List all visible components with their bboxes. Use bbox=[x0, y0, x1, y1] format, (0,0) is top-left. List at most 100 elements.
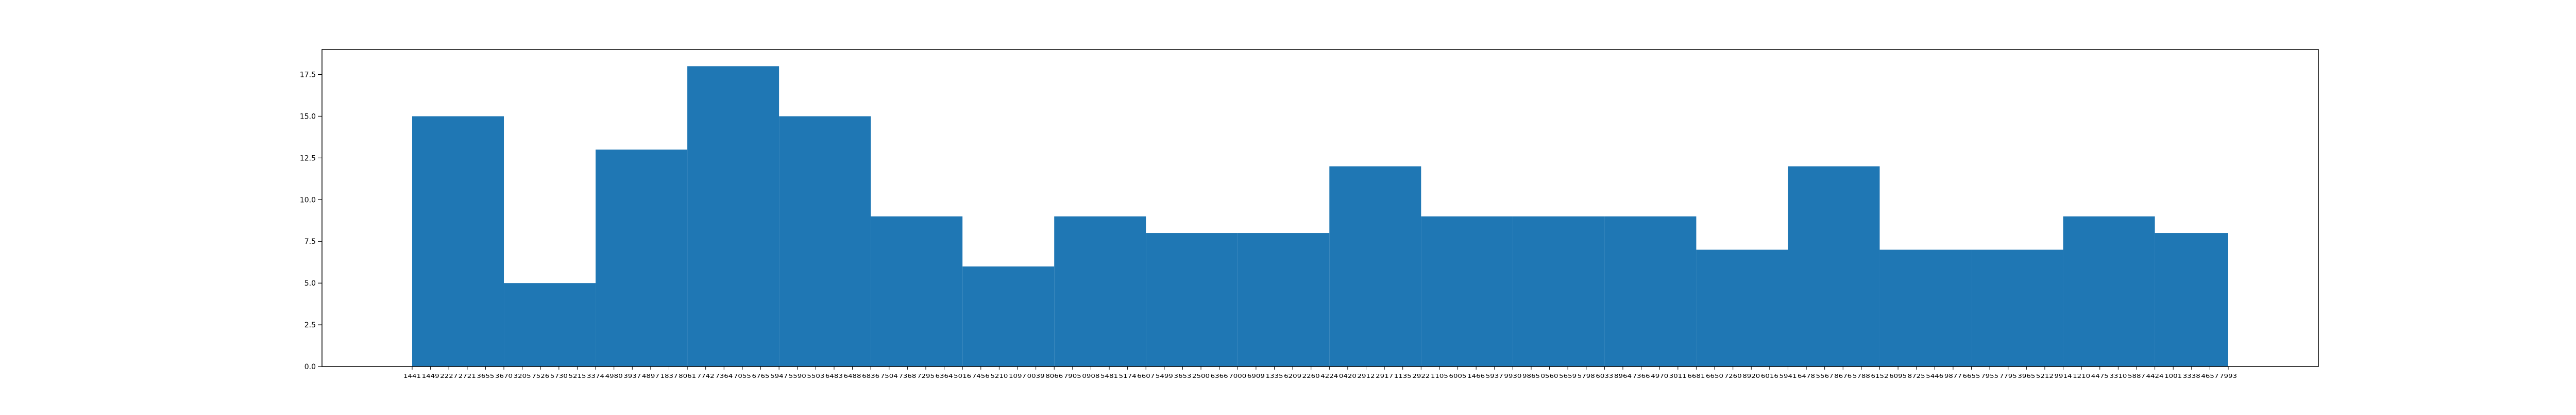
x-tick-label: 2721 bbox=[459, 373, 476, 379]
x-tick-label: 4970 bbox=[1651, 373, 1668, 379]
x-tick-label: 3670 bbox=[495, 373, 513, 379]
x-tick-label: 5788 bbox=[1853, 373, 1870, 379]
x-tick-label: 6607 bbox=[1137, 373, 1155, 379]
x-tick-label: 5730 bbox=[550, 373, 568, 379]
x-tick-label: 7456 bbox=[972, 373, 990, 379]
x-tick-label: 6483 bbox=[825, 373, 843, 379]
x-tick-label: 1210 bbox=[2073, 373, 2090, 379]
bar-16 bbox=[1788, 166, 1880, 367]
x-tick-label: 0560 bbox=[1541, 373, 1558, 379]
x-tick-label: 4657 bbox=[2201, 373, 2218, 379]
x-tick-label: 1441 bbox=[403, 373, 421, 379]
x-tick-label: 5499 bbox=[1156, 373, 1173, 379]
x-tick-label: 7742 bbox=[697, 373, 715, 379]
x-tick-label: 2922 bbox=[1412, 373, 1430, 379]
x-tick-label: 8676 bbox=[1834, 373, 1852, 379]
bar-9 bbox=[1146, 233, 1238, 367]
x-tick-label: 6095 bbox=[1889, 373, 1907, 379]
x-tick-label: 1135 bbox=[1394, 373, 1412, 379]
x-tick-label: 5659 bbox=[1559, 373, 1577, 379]
x-tick-label: 9914 bbox=[2055, 373, 2072, 379]
x-tick-label: 7000 bbox=[1229, 373, 1246, 379]
x-tick-label: 2917 bbox=[1376, 373, 1393, 379]
x-tick-label: 7368 bbox=[899, 373, 916, 379]
bar-15 bbox=[1696, 250, 1788, 367]
x-tick-label: 2500 bbox=[1192, 373, 1210, 379]
x-tick-label: 6152 bbox=[1871, 373, 1888, 379]
x-tick-label: 7364 bbox=[715, 373, 733, 379]
x-tick-label: 2260 bbox=[1302, 373, 1320, 379]
x-tick-label: 4980 bbox=[605, 373, 623, 379]
x-axis: 1441 1449 2227 2721 3655 3670 3205 7526 5730 5215… bbox=[403, 367, 2237, 379]
y-tick-label: 15.0 bbox=[300, 112, 316, 121]
x-tick-label: 5016 bbox=[954, 373, 971, 379]
bar-19 bbox=[2063, 216, 2155, 367]
x-tick-label: 4424 bbox=[2146, 373, 2164, 379]
x-tick-label: 4224 bbox=[1320, 373, 1338, 379]
x-tick-label: 5446 bbox=[1926, 373, 1943, 379]
x-tick-label: 7993 bbox=[2219, 373, 2237, 379]
x-tick-label: 6836 bbox=[862, 373, 879, 379]
bar-13 bbox=[1513, 216, 1605, 367]
x-tick-label: 7260 bbox=[1724, 373, 1742, 379]
x-tick-label: 1001 bbox=[2164, 373, 2182, 379]
bar-17 bbox=[1879, 250, 1972, 367]
plot-area-frame bbox=[321, 49, 2319, 367]
bars-layer bbox=[412, 66, 2228, 367]
x-tick-label: 3965 bbox=[2018, 373, 2035, 379]
x-tick-label: 1837 bbox=[660, 373, 677, 379]
x-tick-label: 6655 bbox=[1963, 373, 1980, 379]
x-tick-label: 6364 bbox=[936, 373, 953, 379]
x-tick-label: 6650 bbox=[1706, 373, 1723, 379]
bar-10 bbox=[1238, 233, 1330, 367]
bar-5 bbox=[779, 116, 871, 367]
x-tick-label: 3011 bbox=[1669, 373, 1687, 379]
y-tick-label: 17.5 bbox=[300, 71, 316, 79]
y-tick-label: 5.0 bbox=[304, 279, 316, 288]
x-tick-label: 5941 bbox=[1779, 373, 1797, 379]
y-tick-label: 0.0 bbox=[304, 363, 316, 371]
bar-7 bbox=[962, 266, 1055, 367]
x-tick-label: 7905 bbox=[1064, 373, 1081, 379]
x-tick-label: 5567 bbox=[1816, 373, 1834, 379]
y-tick-label: 2.5 bbox=[304, 321, 316, 329]
x-tick-label: 7366 bbox=[1633, 373, 1650, 379]
x-tick-label: 6209 bbox=[1284, 373, 1301, 379]
y-tick-label: 12.5 bbox=[300, 154, 316, 162]
x-tick-label: 7526 bbox=[532, 373, 549, 379]
x-tick-label: 0039 bbox=[1027, 373, 1045, 379]
x-tick-label: 1466 bbox=[1467, 373, 1485, 379]
x-tick-label: 7955 bbox=[1981, 373, 1998, 379]
x-tick-label: 3310 bbox=[2109, 373, 2127, 379]
bar-3 bbox=[596, 150, 688, 367]
x-tick-label: 0908 bbox=[1082, 373, 1099, 379]
x-tick-label: 5947 bbox=[770, 373, 788, 379]
x-tick-label: 3937 bbox=[623, 373, 641, 379]
x-tick-label: 3338 bbox=[2183, 373, 2200, 379]
x-tick-label: 3655 bbox=[477, 373, 494, 379]
x-tick-label: 7795 bbox=[1999, 373, 2017, 379]
x-tick-label: 1335 bbox=[1265, 373, 1283, 379]
x-tick-label: 6765 bbox=[752, 373, 770, 379]
x-tick-label: 1449 bbox=[422, 373, 439, 379]
x-tick-label: 0420 bbox=[1339, 373, 1357, 379]
x-tick-label: 7295 bbox=[917, 373, 935, 379]
bar-2 bbox=[504, 283, 596, 367]
x-tick-label: 6478 bbox=[1798, 373, 1815, 379]
x-tick-label: 5798 bbox=[1578, 373, 1595, 379]
x-tick-label: 7055 bbox=[734, 373, 751, 379]
bar-4 bbox=[687, 66, 779, 367]
bar-11 bbox=[1329, 166, 1421, 367]
bar-20 bbox=[2155, 233, 2228, 367]
y-axis: 0.0 2.5 5.0 7.5 10.0 12.5 15.0 17.5 bbox=[300, 71, 322, 371]
x-tick-label: 3653 bbox=[1174, 373, 1191, 379]
x-tick-label: 9865 bbox=[1522, 373, 1540, 379]
x-tick-label: 8061 bbox=[679, 373, 696, 379]
x-tick-label: 5212 bbox=[2036, 373, 2054, 379]
bar-8 bbox=[1054, 216, 1146, 367]
x-tick-label: 3374 bbox=[587, 373, 604, 379]
bar-14 bbox=[1604, 216, 1697, 367]
x-tick-label: 1097 bbox=[1009, 373, 1026, 379]
bar-18 bbox=[1971, 250, 2063, 367]
